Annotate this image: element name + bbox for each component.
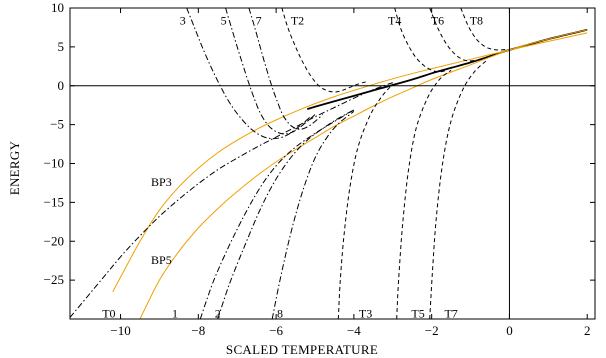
curve-label-T6: T6 xyxy=(431,13,444,27)
reference-lines xyxy=(70,8,595,319)
series-line-T3 xyxy=(337,83,394,319)
curve-label-T7: T7 xyxy=(444,307,457,321)
series-line-T2 xyxy=(281,8,366,93)
x-tick-label: 0 xyxy=(506,323,513,338)
curve-label-T3: T3 xyxy=(359,307,372,321)
curve-label-T8: T8 xyxy=(470,13,483,27)
y-tick-label: −5 xyxy=(50,117,64,132)
x-axis-label: SCALED TEMPERATURE xyxy=(226,342,378,357)
curve-label-T2: T2 xyxy=(291,13,304,27)
curve-label-T5: T5 xyxy=(411,307,424,321)
y-tick-label: −20 xyxy=(44,233,64,248)
x-tick-label: −6 xyxy=(269,323,283,338)
series-line-BP5 xyxy=(139,29,588,319)
y-tick-label: −10 xyxy=(44,156,64,171)
x-tick-label: −4 xyxy=(347,323,361,338)
series-line-T5 xyxy=(396,69,452,319)
series-line-5 xyxy=(225,8,316,135)
series-line-T4 xyxy=(394,8,448,73)
y-tick-label: 10 xyxy=(51,0,64,15)
y-axis-label: ENERGY xyxy=(7,140,22,195)
curve-label-T0: T0 xyxy=(102,307,115,321)
series-line-3 xyxy=(186,8,312,140)
series-line-BP3 xyxy=(112,32,588,293)
series-line-T6 xyxy=(429,8,477,62)
curve-label-3: 3 xyxy=(180,13,186,27)
y-tick-label: −15 xyxy=(44,194,64,209)
curve-label-T4: T4 xyxy=(388,13,401,27)
curve-label-BP5: BP5 xyxy=(151,253,172,267)
x-tick-label: 2 xyxy=(584,323,591,338)
series-line-2 xyxy=(217,109,355,319)
curve-label-8: 8 xyxy=(277,307,283,321)
series-line-8 xyxy=(271,111,355,319)
x-tick-label: −2 xyxy=(425,323,439,338)
curve-label-7: 7 xyxy=(256,13,262,27)
series-line-T8 xyxy=(460,8,508,51)
curve-label-2: 2 xyxy=(215,307,221,321)
series-line-T7 xyxy=(429,60,487,319)
curve-label-5: 5 xyxy=(221,13,227,27)
x-tick-label: −8 xyxy=(191,323,205,338)
y-tick-label: −25 xyxy=(44,272,64,287)
curves-layer xyxy=(70,8,588,319)
curve-labels: 3 5 7 T2 T4 T6 T8 BP3 BP5 T0 1 2 8 T3 T5 T7 xyxy=(102,13,483,320)
x-tick-label: −10 xyxy=(110,323,130,338)
series-line-7 xyxy=(248,8,324,130)
curve-label-1: 1 xyxy=(172,307,178,321)
y-tick-label: 0 xyxy=(58,78,65,93)
y-tick-label: 5 xyxy=(58,39,65,54)
curve-label-BP3: BP3 xyxy=(151,175,172,189)
plot-frame xyxy=(69,7,596,320)
series-line-1 xyxy=(199,109,355,319)
